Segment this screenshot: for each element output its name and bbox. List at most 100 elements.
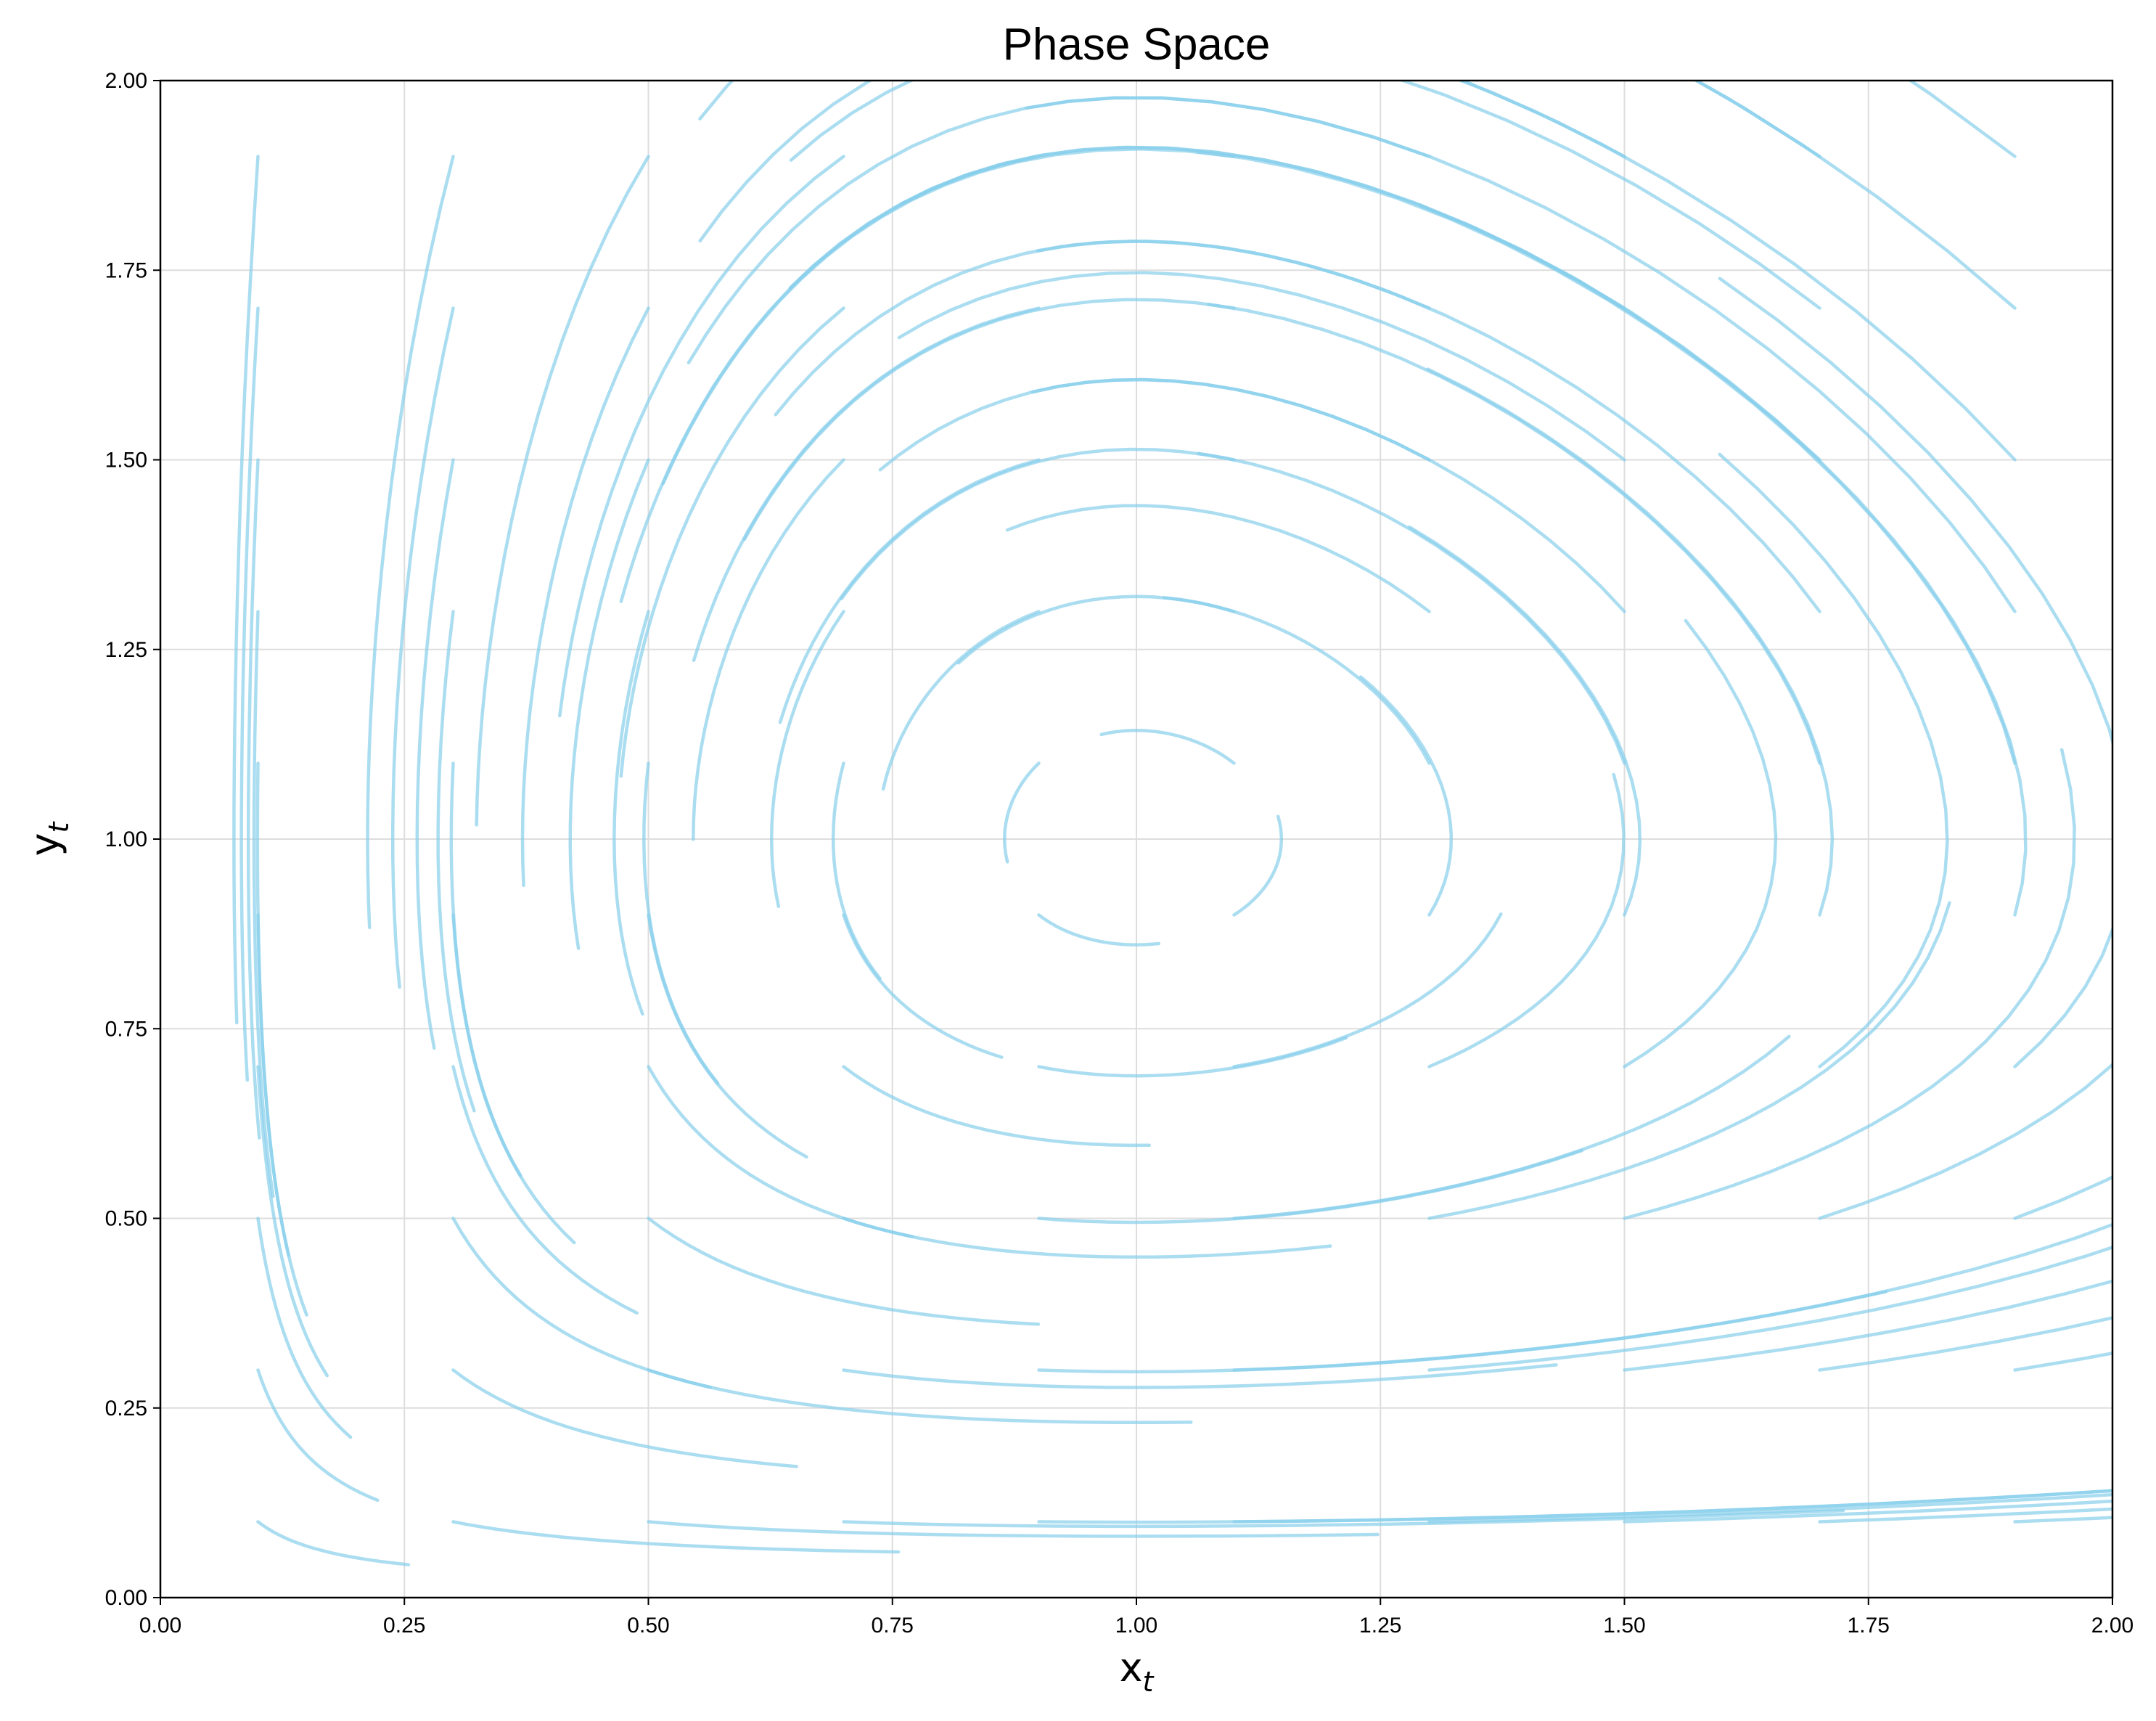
trajectory-line bbox=[1427, 772, 1626, 1068]
trajectory-line bbox=[692, 458, 845, 841]
trajectory-line bbox=[256, 1368, 380, 1503]
trajectory-line bbox=[647, 1065, 914, 1238]
y-axis-label: yt bbox=[22, 820, 75, 856]
trajectory-line bbox=[1003, 761, 1041, 864]
y-tick-label: 0.50 bbox=[105, 1207, 147, 1231]
trajectory-line bbox=[778, 458, 1041, 724]
trajectory-line bbox=[366, 155, 455, 930]
x-axis-label-sub: t bbox=[1143, 1666, 1155, 1698]
trajectory-line bbox=[1005, 504, 1431, 613]
trajectory-line bbox=[647, 1217, 1041, 1326]
trajectory-line bbox=[647, 1520, 1380, 1538]
x-tick-label: 0.75 bbox=[872, 1614, 914, 1638]
y-tick-label: 1.25 bbox=[105, 638, 147, 662]
trajectory-line bbox=[647, 1368, 1193, 1425]
x-tick-label: 0.00 bbox=[139, 1614, 181, 1638]
trajectory-line bbox=[1232, 814, 1284, 917]
trajectory-line bbox=[1907, 81, 2017, 158]
trajectory-line bbox=[256, 1217, 353, 1439]
trajectory-line bbox=[1457, 81, 2017, 462]
trajectory-line bbox=[246, 458, 261, 1140]
trajectory-line bbox=[1418, 204, 2028, 917]
x-axis-label-base: x bbox=[1120, 1645, 1143, 1691]
trajectory-line bbox=[788, 145, 1626, 310]
trajectory-line bbox=[842, 1508, 1845, 1529]
trajectory-line bbox=[451, 1065, 639, 1315]
trajectory-line bbox=[1427, 1492, 2112, 1524]
trajectory-line bbox=[1623, 1279, 2112, 1372]
trajectory-line bbox=[1426, 367, 1835, 917]
trajectory-line bbox=[451, 1217, 713, 1389]
trajectory-line bbox=[1623, 748, 2076, 1220]
trajectory-line bbox=[1232, 1489, 2112, 1524]
trajectory-line bbox=[252, 610, 275, 1198]
y-tick-label: 0.75 bbox=[105, 1017, 147, 1041]
trajectory-line bbox=[842, 1363, 1558, 1389]
trajectory-line bbox=[789, 81, 1821, 310]
trajectory-line bbox=[1818, 1507, 2112, 1524]
trajectory-line bbox=[619, 306, 845, 778]
trajectory-line bbox=[774, 240, 1431, 417]
trajectory-line bbox=[1037, 1036, 1348, 1078]
trajectory-line bbox=[842, 1065, 1152, 1148]
trajectory-line bbox=[647, 913, 808, 1159]
trajectory-line bbox=[232, 155, 260, 1025]
y-tick-label: 1.00 bbox=[105, 827, 147, 851]
trajectory-line bbox=[1037, 913, 1161, 947]
trajectory-line bbox=[698, 81, 1626, 243]
y-tick-label: 1.50 bbox=[105, 449, 147, 473]
trajectory-line bbox=[390, 306, 455, 989]
y-tick-label: 0.00 bbox=[105, 1586, 147, 1610]
y-tick-label: 0.25 bbox=[105, 1397, 147, 1420]
trajectory-line bbox=[686, 96, 1431, 365]
trajectory-line bbox=[842, 1217, 1332, 1259]
trajectory-line bbox=[1036, 240, 1821, 613]
trajectory-line bbox=[451, 1368, 798, 1468]
trajectory-line bbox=[239, 306, 260, 1082]
trajectory-line bbox=[1718, 452, 1949, 1068]
trajectory-line bbox=[1196, 150, 2017, 765]
trajectory-line bbox=[2013, 1175, 2112, 1220]
trajectory-line bbox=[642, 761, 720, 1085]
x-tick-label: 2.00 bbox=[2091, 1614, 2134, 1638]
trajectory-line bbox=[1207, 302, 1821, 765]
x-tick-label: 1.50 bbox=[1603, 1614, 1645, 1638]
trajectory-line bbox=[1818, 1316, 2112, 1372]
trajectory-line bbox=[900, 145, 1821, 462]
trajectory-line bbox=[1232, 1222, 2112, 1372]
trajectory-line bbox=[1030, 377, 1626, 613]
trajectory-line bbox=[256, 1065, 329, 1378]
x-tick-label: 0.50 bbox=[627, 1614, 669, 1638]
trajectory-line bbox=[661, 147, 1236, 486]
trajectory-line bbox=[897, 271, 1626, 462]
trajectory-line bbox=[1025, 96, 2017, 613]
trajectory-line bbox=[520, 306, 650, 888]
trajectory-series bbox=[232, 81, 2112, 1566]
x-tick-label: 1.75 bbox=[1848, 1614, 1890, 1638]
trajectory-line bbox=[840, 447, 1236, 601]
trajectory-line bbox=[449, 761, 522, 1177]
trajectory-line bbox=[451, 1520, 901, 1554]
x-tick-label: 1.00 bbox=[1115, 1614, 1157, 1638]
trajectory-line bbox=[255, 761, 291, 1257]
trajectory-line bbox=[415, 458, 455, 1050]
trajectory-line bbox=[1693, 81, 2017, 310]
y-tick-label: 2.00 bbox=[105, 69, 147, 93]
trajectory-line bbox=[878, 377, 1431, 472]
trajectory-line bbox=[558, 155, 845, 718]
trajectory-line bbox=[568, 458, 650, 950]
y-tick-label: 1.75 bbox=[105, 258, 147, 282]
trajectory-line bbox=[1718, 277, 2112, 1068]
trajectory-line bbox=[1162, 596, 1431, 765]
x-tick-label: 1.25 bbox=[1359, 1614, 1401, 1638]
trajectory-line bbox=[1232, 1034, 1791, 1220]
trajectory-line bbox=[612, 610, 650, 1016]
trajectory-line bbox=[1099, 729, 1236, 765]
trajectory-line bbox=[881, 610, 1041, 791]
trajectory-line bbox=[619, 155, 1041, 603]
trajectory-line bbox=[1427, 1245, 2112, 1372]
trajectory-line bbox=[1232, 912, 1503, 1068]
trajectory-line bbox=[742, 298, 1236, 541]
x-axis-ticks: 0.00 0.25 0.50 0.75 1.00 1.25 1.50 1.75 2.00 bbox=[139, 1598, 2134, 1638]
